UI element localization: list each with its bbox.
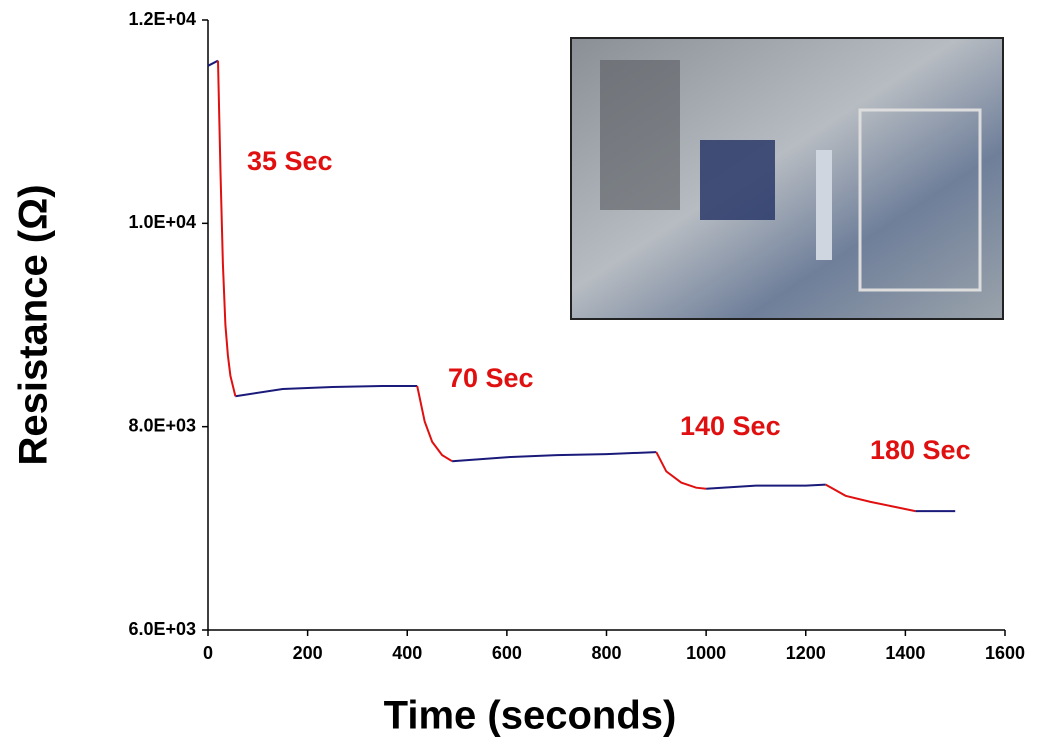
x-tick-label: 1200 [786,643,826,663]
y-tick-label: 8.0E+03 [128,415,196,435]
series-line [217,60,916,513]
annotation: 180 Sec [870,435,971,465]
x-tick-label: 400 [392,643,422,663]
annotation: 35 Sec [247,146,333,176]
annotation: 70 Sec [448,363,534,393]
y-tick-label: 6.0E+03 [128,619,196,639]
x-tick-label: 800 [591,643,621,663]
x-tick-label: 0 [203,643,213,663]
x-tick-label: 1000 [686,643,726,663]
annotation: 140 Sec [680,411,781,441]
series-line [207,59,956,513]
y-tick-label: 1.0E+04 [128,212,196,232]
x-tick-label: 1400 [885,643,925,663]
inset-photo [570,37,1004,320]
y-tick-label: 1.2E+04 [128,9,196,29]
x-tick-label: 600 [492,643,522,663]
x-tick-label: 200 [293,643,323,663]
y-axis-title: Resistance (Ω) [12,184,56,465]
x-axis-title: Time (seconds) [384,694,677,738]
x-tick-label: 1600 [985,643,1025,663]
